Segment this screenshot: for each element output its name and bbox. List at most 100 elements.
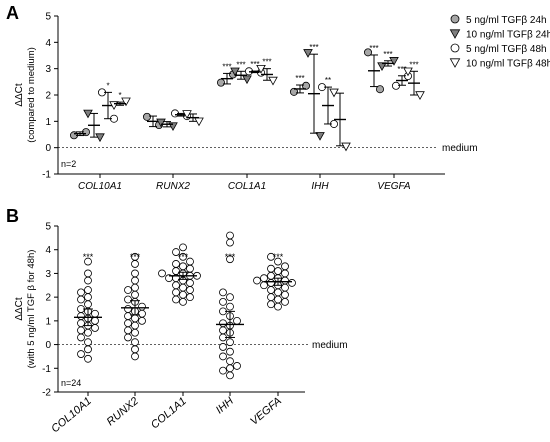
panel-b-point (124, 333, 132, 342)
panel-b-point (172, 288, 180, 297)
panel-b-x-tick-label: COL10A1 (49, 395, 94, 435)
panel-b-point (281, 262, 289, 271)
panel-a-significance: *** (409, 60, 418, 69)
panel-a-legend-marker (449, 29, 461, 39)
panel-a-x-tick-label: VEGFA (377, 181, 410, 192)
panel-a-medium-label: medium (442, 143, 478, 154)
panel-a-point (142, 112, 151, 121)
panel-b-point (91, 309, 99, 318)
panel-a-x-tick-label: IHH (311, 181, 329, 192)
panel-b-point (219, 366, 227, 375)
panel-b-point (253, 276, 261, 285)
panel-a-ylabel: ΔΔCt (14, 83, 25, 107)
panel-a-x-tick-label: COL10A1 (78, 181, 122, 192)
panel-a-legend-marker (450, 43, 460, 53)
panel-a-x-tick-label: RUNX2 (156, 181, 190, 192)
panel-b-point (131, 283, 139, 292)
panel-b-point (131, 338, 139, 347)
panel-b-point (274, 267, 282, 275)
panel-b-point (124, 305, 132, 313)
panel-b-point (186, 264, 194, 273)
panel-b-point (172, 281, 180, 290)
panel-b-point (179, 283, 187, 292)
panel-b-point (84, 276, 92, 285)
panel-a-y-tick-label: 1 (45, 117, 51, 128)
panel-a-x-tick-label: COL1A1 (228, 181, 266, 192)
panel-b-x-tick-label: COL1A1 (149, 395, 189, 431)
panel-b-ylabel-sub: (with 5 ng/ml TGF β for 48h) (26, 250, 37, 369)
panel-b-point (131, 314, 139, 323)
panel-b-point (274, 257, 282, 266)
panel-b-point (219, 326, 227, 335)
panel-b-point (186, 257, 194, 266)
panel-b-n-label: n=24 (61, 378, 81, 388)
panel-b-point (233, 362, 241, 370)
panel-a-significance: *** (369, 44, 378, 53)
panel-b-point (179, 243, 187, 252)
panel-b-point (131, 269, 139, 278)
panel-a-significance: * (106, 81, 109, 90)
panel-b-point (274, 302, 282, 311)
panel-b-point (158, 269, 166, 278)
panel-b-y-tick-label: -1 (42, 364, 51, 375)
panel-b-significance: *** (83, 252, 94, 262)
panel-b-x-tick-label: RUNX2 (105, 395, 141, 428)
panel-b-point (131, 352, 139, 361)
panel-b-point (138, 316, 146, 325)
panel-a-y-tick-label: 0 (45, 143, 51, 154)
panel-b-point (84, 293, 92, 302)
panel-a-label: A (6, 3, 19, 23)
panel-b-point (77, 288, 85, 297)
panel-b-y-tick-label: 5 (45, 222, 51, 233)
panel-b-point (226, 371, 234, 380)
panel-b-point (77, 312, 85, 321)
panel-b-point (172, 260, 180, 268)
panel-b-point (77, 326, 85, 335)
panel-b-point (172, 248, 180, 256)
panel-a-point (289, 87, 298, 96)
panel-b-point (274, 288, 282, 297)
panel-b-point (267, 300, 275, 309)
panel-a-legend-entry: 10 ng/ml TGFβ 48h (466, 59, 550, 70)
panel-b-point (260, 274, 268, 283)
panel-b-point (219, 297, 227, 306)
panel-b-point (226, 238, 234, 247)
panel-b-point (172, 295, 180, 304)
panel-b-point (226, 364, 234, 373)
panel-a-point (303, 49, 313, 58)
panel-a-significance: *** (309, 43, 318, 52)
panel-b-point (131, 276, 139, 285)
panel-a-y-tick-label: 4 (45, 38, 51, 49)
panel-a-legend-marker (449, 58, 461, 68)
panel-b-medium-label: medium (312, 340, 348, 351)
panel-b-point (77, 333, 85, 342)
panel-b-point (186, 293, 194, 302)
panel-b-point (219, 343, 227, 351)
panel-b-point (131, 252, 139, 261)
panel-b-point (84, 328, 92, 337)
panel-a-legend-entry: 5 ng/ml TGFβ 24h (466, 15, 547, 26)
panel-a-point (363, 48, 372, 57)
panel-b-point (281, 297, 289, 306)
panel-a-legend-marker (450, 14, 460, 24)
panel-a-ylabel-sub: (compared to medium) (26, 47, 37, 143)
panel-b-significance: *** (178, 252, 189, 262)
panel-b-y-tick-label: 0 (45, 340, 51, 351)
panel-b-point (226, 231, 234, 240)
panel-b-point (267, 252, 275, 261)
panel-b-point (124, 286, 132, 294)
panel-b-point (91, 316, 99, 325)
panel-b-point (179, 262, 187, 271)
panel-b-point (84, 300, 92, 309)
panel-b-point (131, 328, 139, 337)
panel-a-point (156, 118, 166, 128)
panel-a-y-tick-label: 3 (45, 64, 51, 75)
panel-b-significance: *** (225, 252, 236, 262)
panel-b-point (84, 286, 92, 294)
panel-b-point (186, 279, 194, 287)
panel-a-significance: *** (250, 60, 259, 69)
panel-b-point (186, 286, 194, 294)
panel-b-point (226, 357, 234, 366)
panel-b-point (260, 281, 268, 290)
